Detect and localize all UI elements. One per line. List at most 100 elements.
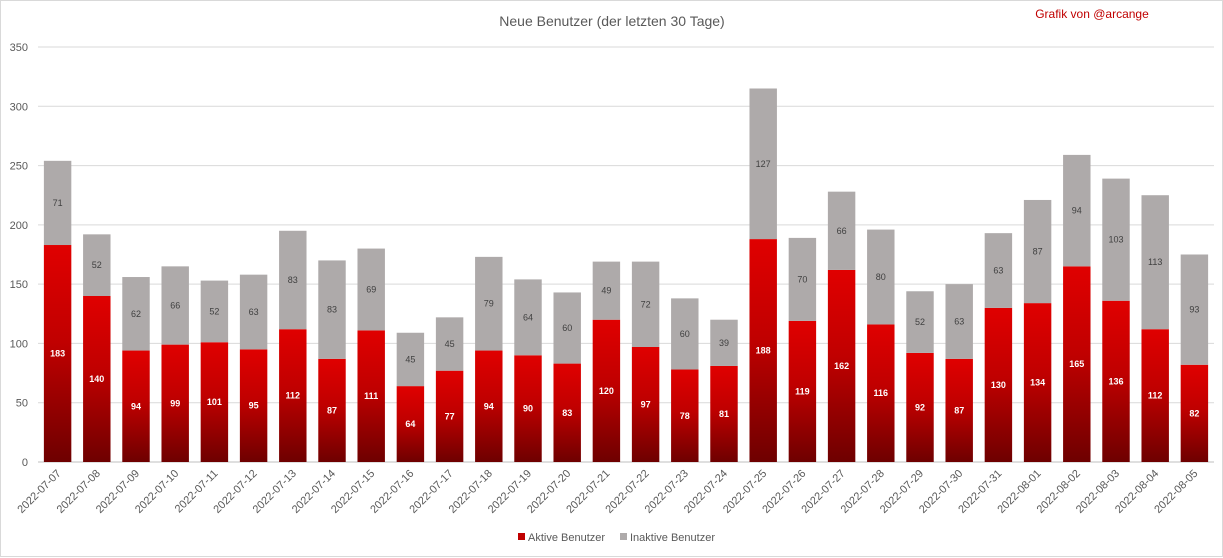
bar-inactive xyxy=(83,234,111,296)
bar-active xyxy=(984,307,1013,462)
data-label-inactive: 63 xyxy=(993,266,1003,276)
data-label-active: 111 xyxy=(364,391,378,401)
data-label-inactive: 63 xyxy=(954,316,964,326)
bar-active xyxy=(161,344,189,462)
bar-active xyxy=(1102,300,1130,462)
bar-inactive xyxy=(749,88,777,240)
data-label-active: 81 xyxy=(719,409,729,419)
x-axis: 2022-07-072022-07-082022-07-092022-07-10… xyxy=(15,468,1200,516)
data-label-inactive: 79 xyxy=(484,299,494,309)
bar-inactive xyxy=(357,248,385,331)
data-label-active: 165 xyxy=(1069,359,1084,369)
data-label-active: 97 xyxy=(641,399,651,409)
data-label-inactive: 127 xyxy=(756,159,771,169)
bar-active xyxy=(1023,303,1052,462)
bar-active xyxy=(357,330,385,462)
bar-active xyxy=(867,324,895,462)
data-label-active: 136 xyxy=(1108,376,1123,386)
y-axis: 0 50 100 150 200 250 300 350 xyxy=(10,42,28,469)
bar-inactive xyxy=(1023,199,1052,304)
legend: Aktive Benutzer Inaktive Benutzer xyxy=(518,532,715,544)
data-label-inactive: 66 xyxy=(837,226,847,236)
bar-inactive xyxy=(1141,195,1169,330)
bar-active xyxy=(1180,364,1209,462)
data-label-inactive: 52 xyxy=(209,306,219,316)
data-label-active: 87 xyxy=(327,405,337,415)
bar-inactive xyxy=(671,298,699,370)
data-label-inactive: 49 xyxy=(601,286,611,296)
data-label-inactive: 64 xyxy=(523,312,533,322)
data-label-inactive: 60 xyxy=(562,323,572,333)
bars: 183 71 140 52 94 62 99 66 101 52 95 63 112 83 87 83 111 6… xyxy=(43,88,1209,462)
bar-active xyxy=(710,365,738,462)
data-label-active: 134 xyxy=(1030,378,1045,388)
data-label-active: 183 xyxy=(50,349,65,359)
data-label-active: 112 xyxy=(286,391,301,401)
data-label-inactive: 70 xyxy=(797,274,807,284)
legend-swatch-inactive xyxy=(620,533,627,540)
data-label-active: 82 xyxy=(1189,408,1199,418)
bar-active xyxy=(475,350,503,462)
bar-active xyxy=(788,320,817,462)
bar-active xyxy=(514,355,542,462)
data-label-active: 92 xyxy=(915,402,925,412)
bar-inactive xyxy=(827,191,856,270)
data-label-active: 64 xyxy=(405,419,415,429)
data-label-active: 94 xyxy=(484,401,494,411)
bar-active xyxy=(945,358,973,462)
data-label-active: 112 xyxy=(1148,391,1163,401)
bar-inactive xyxy=(631,261,660,347)
grid-lines xyxy=(38,46,1214,463)
bar-inactive xyxy=(200,280,229,343)
bar-active xyxy=(122,350,150,462)
y-tick-label: 0 xyxy=(22,457,28,469)
y-tick-label: 250 xyxy=(10,161,28,173)
bar-inactive xyxy=(1063,154,1091,267)
data-label-active: 140 xyxy=(89,374,104,384)
bar-inactive xyxy=(945,284,973,359)
bar-inactive xyxy=(396,332,425,387)
bar-inactive xyxy=(553,292,581,364)
data-label-inactive: 66 xyxy=(170,300,180,310)
bar-active xyxy=(83,296,111,462)
legend-label-active: Aktive Benutzer xyxy=(528,532,605,544)
data-label-active: 77 xyxy=(445,411,455,421)
y-tick-label: 150 xyxy=(10,279,28,291)
data-label-inactive: 52 xyxy=(92,260,102,270)
bar-active xyxy=(671,369,699,462)
y-tick-label: 100 xyxy=(10,338,28,350)
bar-active xyxy=(749,239,777,462)
data-label-inactive: 83 xyxy=(288,275,298,285)
bar-active xyxy=(239,349,268,462)
bar-inactive xyxy=(1102,178,1130,301)
data-label-active: 130 xyxy=(991,380,1006,390)
data-label-active: 78 xyxy=(680,411,690,421)
data-label-inactive: 103 xyxy=(1108,235,1123,245)
data-label-inactive: 52 xyxy=(915,317,925,327)
data-label-inactive: 113 xyxy=(1148,257,1162,267)
bar-active xyxy=(279,329,307,462)
data-label-active: 116 xyxy=(874,388,889,398)
bar-inactive xyxy=(592,261,621,320)
chart-credit: Grafik von @arcange xyxy=(1035,7,1149,21)
data-label-inactive: 62 xyxy=(131,309,141,319)
legend-label-inactive: Inaktive Benutzer xyxy=(630,532,715,544)
bar-active xyxy=(827,269,856,462)
data-label-active: 90 xyxy=(523,404,533,414)
data-label-inactive: 69 xyxy=(366,284,376,294)
data-label-active: 99 xyxy=(170,398,180,408)
bar-active xyxy=(318,358,346,462)
data-label-active: 87 xyxy=(954,405,964,415)
bar-active xyxy=(906,352,934,462)
bar-active xyxy=(631,346,660,462)
data-label-inactive: 71 xyxy=(53,198,63,208)
data-label-inactive: 72 xyxy=(641,299,651,309)
data-label-active: 120 xyxy=(599,386,614,396)
bar-inactive xyxy=(43,160,72,246)
y-tick-label: 350 xyxy=(10,42,28,54)
bar-inactive xyxy=(475,256,503,351)
data-label-active: 188 xyxy=(756,346,771,356)
bar-active xyxy=(43,245,72,462)
data-label-inactive: 87 xyxy=(1033,247,1043,257)
